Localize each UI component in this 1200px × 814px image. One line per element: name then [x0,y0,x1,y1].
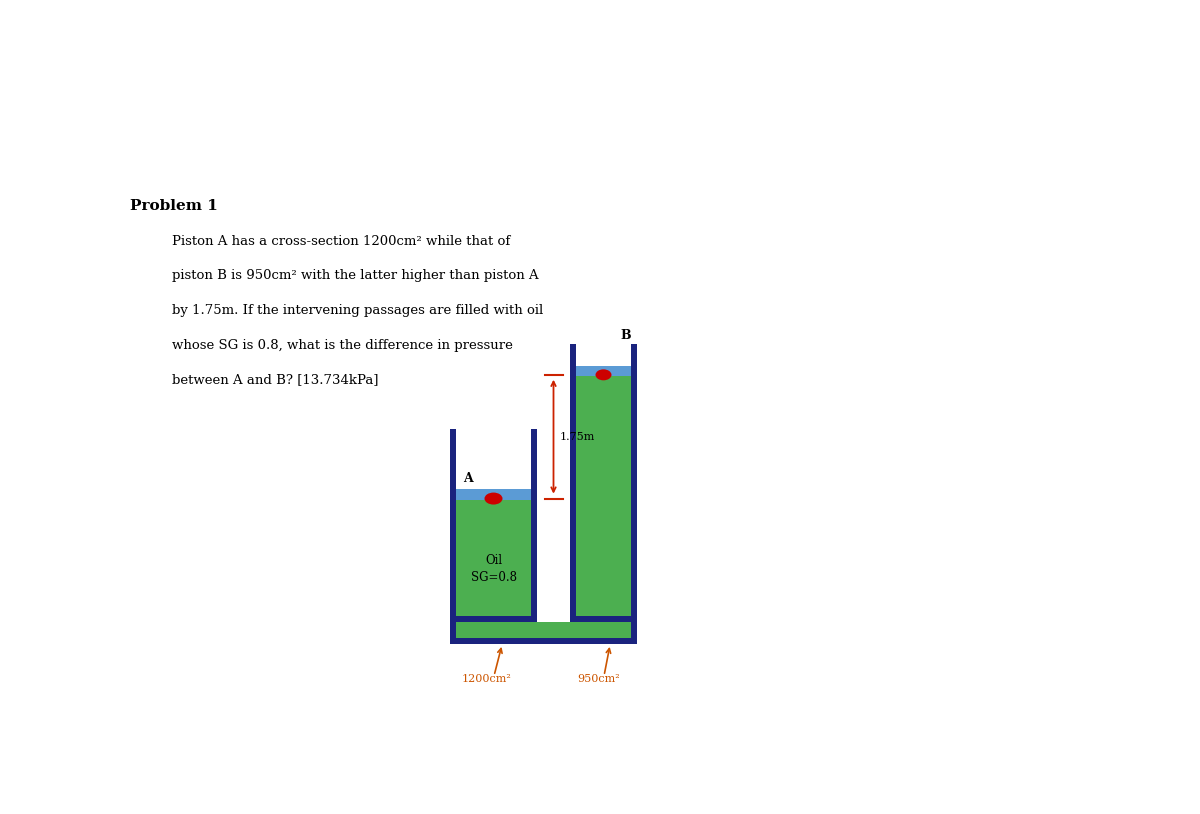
Bar [530,429,538,616]
Bar [450,638,637,644]
Bar [631,616,637,644]
Bar [450,638,538,644]
Ellipse shape [485,492,503,505]
Text: 1200cm²: 1200cm² [462,674,512,684]
Text: Oil
SG=0.8: Oil SG=0.8 [470,554,516,584]
Bar [631,344,637,644]
Bar [576,376,631,638]
Bar [450,616,456,644]
Bar [450,616,538,622]
Text: by 1.75m. If the intervening passages are filled with oil: by 1.75m. If the intervening passages ar… [172,304,544,317]
Bar [456,622,631,638]
Bar [570,344,576,616]
Text: between A and B? [13.734kPa]: between A and B? [13.734kPa] [172,373,378,386]
Ellipse shape [595,370,612,380]
Bar [450,429,456,644]
Text: 1.75m: 1.75m [559,431,595,442]
Bar [456,488,530,500]
Bar [538,344,570,616]
Text: B: B [620,329,631,342]
Text: Problem 1: Problem 1 [130,199,218,213]
Text: 950cm²: 950cm² [577,674,619,684]
Bar [456,500,530,638]
Bar [570,638,637,644]
Text: piston B is 950cm² with the latter higher than piston A: piston B is 950cm² with the latter highe… [172,269,539,282]
Bar [570,616,637,622]
Text: Piston A has a cross-section 1200cm² while that of: Piston A has a cross-section 1200cm² whi… [172,235,510,248]
Bar [576,365,631,376]
Text: whose SG is 0.8, what is the difference in pressure: whose SG is 0.8, what is the difference … [172,339,512,352]
Text: A: A [463,471,473,484]
